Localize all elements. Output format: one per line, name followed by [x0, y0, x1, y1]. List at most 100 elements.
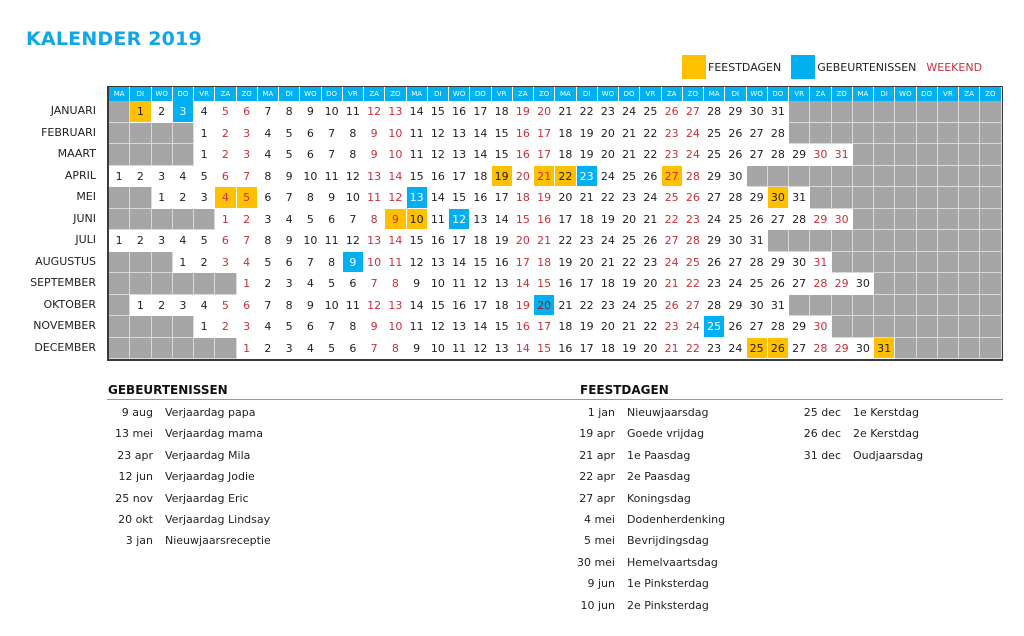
- day-cell[interactable]: 16: [449, 101, 471, 123]
- day-cell[interactable]: 29: [704, 165, 726, 187]
- day-cell[interactable]: 12: [364, 294, 386, 316]
- day-cell[interactable]: 19: [534, 187, 556, 209]
- day-cell[interactable]: 5: [279, 144, 301, 166]
- day-cell[interactable]: 21: [619, 144, 641, 166]
- day-cell[interactable]: 29: [725, 101, 747, 123]
- day-cell[interactable]: 15: [470, 251, 492, 273]
- day-cell[interactable]: 28: [704, 294, 726, 316]
- day-cell[interactable]: 6: [342, 337, 364, 359]
- day-cell[interactable]: 1: [236, 337, 258, 359]
- day-cell[interactable]: 13: [406, 187, 428, 209]
- day-cell[interactable]: 21: [661, 273, 683, 295]
- day-cell[interactable]: 13: [491, 273, 513, 295]
- day-cell[interactable]: 29: [725, 294, 747, 316]
- day-cell[interactable]: 6: [300, 144, 322, 166]
- day-cell[interactable]: 29: [746, 187, 768, 209]
- day-cell[interactable]: 15: [427, 101, 449, 123]
- day-cell[interactable]: 12: [449, 208, 471, 230]
- day-cell[interactable]: 27: [746, 122, 768, 144]
- day-cell[interactable]: 3: [236, 144, 258, 166]
- day-cell[interactable]: 3: [279, 273, 301, 295]
- day-cell[interactable]: 25: [640, 101, 662, 123]
- day-cell[interactable]: 19: [576, 316, 598, 338]
- day-cell[interactable]: 22: [576, 101, 598, 123]
- day-cell[interactable]: 14: [406, 101, 428, 123]
- day-cell[interactable]: 4: [172, 230, 194, 252]
- day-cell[interactable]: 23: [576, 165, 598, 187]
- day-cell[interactable]: 2: [257, 337, 279, 359]
- day-cell[interactable]: 3: [151, 165, 173, 187]
- day-cell[interactable]: 18: [597, 273, 619, 295]
- day-cell[interactable]: 22: [640, 122, 662, 144]
- day-cell[interactable]: 22: [640, 316, 662, 338]
- day-cell[interactable]: 23: [661, 122, 683, 144]
- day-cell[interactable]: 14: [512, 337, 534, 359]
- day-cell[interactable]: 6: [342, 273, 364, 295]
- day-cell[interactable]: 22: [682, 337, 704, 359]
- day-cell[interactable]: 9: [364, 122, 386, 144]
- day-cell[interactable]: 4: [300, 337, 322, 359]
- day-cell[interactable]: 26: [746, 208, 768, 230]
- day-cell[interactable]: 2: [236, 208, 258, 230]
- day-cell[interactable]: 4: [215, 187, 237, 209]
- day-cell[interactable]: 23: [597, 294, 619, 316]
- day-cell[interactable]: 8: [364, 208, 386, 230]
- day-cell[interactable]: 4: [172, 165, 194, 187]
- day-cell[interactable]: 10: [321, 294, 343, 316]
- day-cell[interactable]: 23: [661, 144, 683, 166]
- day-cell[interactable]: 13: [427, 251, 449, 273]
- day-cell[interactable]: 16: [427, 165, 449, 187]
- day-cell[interactable]: 8: [300, 187, 322, 209]
- day-cell[interactable]: 6: [279, 251, 301, 273]
- day-cell[interactable]: 18: [597, 337, 619, 359]
- day-cell[interactable]: 8: [257, 165, 279, 187]
- day-cell[interactable]: 24: [661, 251, 683, 273]
- day-cell[interactable]: 11: [449, 273, 471, 295]
- day-cell[interactable]: 26: [704, 251, 726, 273]
- day-cell[interactable]: 7: [300, 251, 322, 273]
- day-cell[interactable]: 14: [512, 273, 534, 295]
- day-cell[interactable]: 28: [704, 101, 726, 123]
- day-cell[interactable]: 26: [661, 294, 683, 316]
- day-cell[interactable]: 20: [619, 208, 641, 230]
- day-cell[interactable]: 9: [300, 294, 322, 316]
- day-cell[interactable]: 3: [172, 101, 194, 123]
- day-cell[interactable]: 19: [491, 230, 513, 252]
- day-cell[interactable]: 25: [704, 316, 726, 338]
- day-cell[interactable]: 18: [470, 165, 492, 187]
- day-cell[interactable]: 11: [364, 187, 386, 209]
- day-cell[interactable]: 15: [491, 144, 513, 166]
- day-cell[interactable]: 20: [597, 122, 619, 144]
- day-cell[interactable]: 2: [151, 101, 173, 123]
- day-cell[interactable]: 6: [215, 165, 237, 187]
- day-cell[interactable]: 21: [640, 208, 662, 230]
- day-cell[interactable]: 7: [321, 316, 343, 338]
- day-cell[interactable]: 26: [767, 337, 789, 359]
- day-cell[interactable]: 29: [789, 144, 811, 166]
- day-cell[interactable]: 28: [767, 122, 789, 144]
- day-cell[interactable]: 1: [194, 144, 216, 166]
- day-cell[interactable]: 5: [321, 273, 343, 295]
- day-cell[interactable]: 20: [597, 144, 619, 166]
- day-cell[interactable]: 5: [194, 230, 216, 252]
- day-cell[interactable]: 7: [279, 187, 301, 209]
- day-cell[interactable]: 25: [704, 122, 726, 144]
- day-cell[interactable]: 21: [555, 101, 577, 123]
- day-cell[interactable]: 10: [427, 337, 449, 359]
- day-cell[interactable]: 1: [130, 101, 152, 123]
- day-cell[interactable]: 26: [725, 122, 747, 144]
- day-cell[interactable]: 6: [300, 316, 322, 338]
- day-cell[interactable]: 25: [746, 337, 768, 359]
- day-cell[interactable]: 12: [364, 101, 386, 123]
- day-cell[interactable]: 23: [576, 230, 598, 252]
- day-cell[interactable]: 6: [236, 101, 258, 123]
- day-cell[interactable]: 30: [810, 316, 832, 338]
- day-cell[interactable]: 4: [194, 294, 216, 316]
- day-cell[interactable]: 4: [300, 273, 322, 295]
- day-cell[interactable]: 11: [406, 144, 428, 166]
- day-cell[interactable]: 22: [576, 294, 598, 316]
- day-cell[interactable]: 8: [342, 316, 364, 338]
- day-cell[interactable]: 14: [470, 122, 492, 144]
- day-cell[interactable]: 14: [385, 165, 407, 187]
- day-cell[interactable]: 7: [342, 208, 364, 230]
